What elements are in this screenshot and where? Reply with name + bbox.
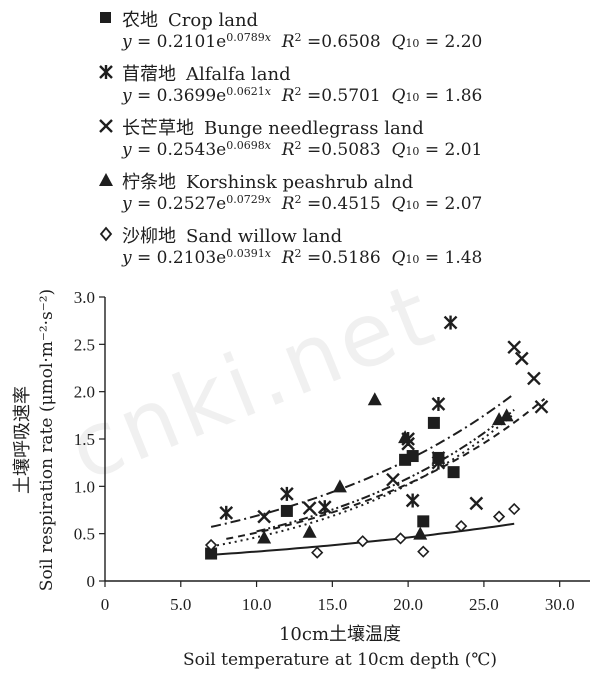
y-tick-label: 1.5 (74, 430, 95, 449)
x-tick-label: 5.0 (170, 595, 191, 614)
data-point-filled-square (406, 450, 419, 463)
data-point-filled-square (427, 416, 440, 429)
x-tick-label: 25.0 (469, 595, 499, 614)
fit-curve-dotted (210, 412, 515, 548)
data-points (204, 315, 549, 560)
fit-curve-dash-dot-dot (256, 409, 515, 533)
legend-item-sand-willow-land: 沙柳地 Sand willow land y = 0.2103e0.0391x R… (96, 220, 586, 274)
data-point-filled-triangle (499, 408, 514, 422)
chart-legend: 农地 Crop land y = 0.2101e0.0789x R2 =0.650… (96, 4, 586, 274)
data-point-cross (257, 509, 271, 524)
y-tick-label: 2.5 (74, 335, 95, 354)
data-point-filled-triangle (302, 524, 317, 538)
data-point-filled-triangle (398, 430, 413, 444)
data-point-asterisk (317, 500, 332, 515)
data-point-filled-triangle (492, 412, 507, 426)
open-diamond-marker-icon (99, 226, 113, 242)
y-tick-label: 2.0 (74, 383, 95, 402)
data-point-cross (527, 371, 541, 386)
data-point-asterisk (280, 486, 294, 501)
data-point-cross (507, 340, 522, 355)
data-point-filled-triangle (413, 526, 428, 540)
data-point-filled-triangle (367, 392, 382, 406)
legend-equation: y = 0.3699e0.0621x R2 =0.5701 Q10 = 1.86 (122, 85, 483, 106)
legend-name-en: Korshinsk peashrub alnd (186, 172, 414, 193)
legend-name-zh: 沙柳地 (122, 226, 176, 247)
data-point-open-diamond (417, 545, 430, 558)
filled-square-marker-icon (100, 12, 111, 23)
legend-equation: y = 0.2103e0.0391x R2 =0.5186 Q10 = 1.48 (122, 247, 483, 268)
y-axis-label-en: Soil respiration rate (μmol·m⁻²·s⁻²) (37, 289, 57, 591)
data-point-filled-triangle (332, 479, 347, 493)
data-point-filled-square (205, 547, 218, 560)
chart-axes: 0 5.0 10.0 15.0 20.0 25.0 30.0 0 0.5 1.0 1.5 2.0 2.5… (74, 288, 590, 614)
legend-item-korshinsk-peashrub-land: 柠条地 Korshinsk peashrub alnd y = 0.2527e0.… (96, 166, 586, 220)
x-axis-label-en: Soil temperature at 10cm depth (℃) (183, 650, 497, 670)
legend-name-en: Alfalfa land (186, 64, 291, 85)
filled-triangle-marker-icon (99, 173, 113, 186)
cross-marker-icon (99, 119, 113, 133)
y-tick-label: 0.5 (74, 525, 95, 544)
legend-name-zh: 柠条地 (122, 172, 176, 193)
legend-name-en: Crop land (168, 10, 259, 31)
data-point-cross (302, 501, 317, 515)
data-point-open-diamond (455, 519, 468, 533)
data-point-asterisk (443, 315, 458, 330)
legend-name-zh: 长芒草地 (122, 118, 194, 139)
legend-item-crop-land: 农地 Crop land y = 0.2101e0.0789x R2 =0.650… (96, 4, 586, 58)
data-point-asterisk (219, 505, 234, 520)
data-point-filled-triangle (257, 530, 272, 544)
asterisk-marker-icon (99, 65, 113, 79)
x-tick-label: 20.0 (393, 595, 423, 614)
data-point-cross (514, 351, 529, 366)
fit-curve-dash-dot (210, 392, 515, 528)
legend-name-zh: 农地 (122, 10, 158, 31)
x-axis-label-zh: 10cm土壤温度 (279, 624, 401, 645)
legend-equation: y = 0.2543e0.0698x R2 =0.5083 Q10 = 2.01 (122, 139, 483, 160)
data-point-asterisk (431, 396, 446, 411)
legend-item-alfalfa-land: 苜蓿地 Alfalfa land y = 0.3699e0.0621x R2 =0… (96, 58, 586, 112)
legend-equation: y = 0.2101e0.0789x R2 =0.6508 Q10 = 2.20 (122, 31, 483, 52)
x-tick-label: 10.0 (242, 595, 272, 614)
y-axis-label-zh: 土壤呼吸速率 (12, 386, 33, 494)
data-point-filled-square (447, 466, 460, 479)
data-point-cross (534, 399, 549, 414)
legend-item-bunge-needlegrass-land: 长芒草地 Bunge needlegrass land y = 0.2543e0.… (96, 112, 586, 166)
data-point-open-diamond (204, 538, 218, 552)
data-point-open-diamond (508, 502, 521, 516)
x-tick-label: 15.0 (317, 595, 347, 614)
data-point-open-diamond (356, 535, 369, 548)
legend-name-en: Sand willow land (186, 226, 343, 247)
x-tick-label: 30.0 (545, 595, 575, 614)
data-point-filled-square (280, 504, 293, 517)
fit-curves (210, 392, 546, 556)
legend-equation: y = 0.2527e0.0729x R2 =0.4515 Q10 = 2.07 (122, 193, 483, 214)
y-tick-label: 3.0 (74, 288, 95, 307)
x-tick-label: 0 (101, 595, 110, 614)
legend-name-zh: 苜蓿地 (122, 64, 176, 85)
y-tick-label: 1.0 (74, 477, 95, 496)
legend-name-en: Bunge needlegrass land (204, 118, 424, 139)
data-point-cross (469, 496, 484, 511)
data-point-open-diamond (394, 532, 407, 545)
data-point-cross (386, 472, 400, 487)
data-point-open-diamond (492, 510, 506, 523)
data-point-open-diamond (311, 546, 324, 559)
y-tick-label: 0 (87, 572, 96, 591)
fit-curve-dashed (226, 398, 546, 540)
data-point-cross (431, 451, 446, 465)
data-point-asterisk (405, 493, 420, 508)
data-point-filled-square (417, 515, 430, 528)
